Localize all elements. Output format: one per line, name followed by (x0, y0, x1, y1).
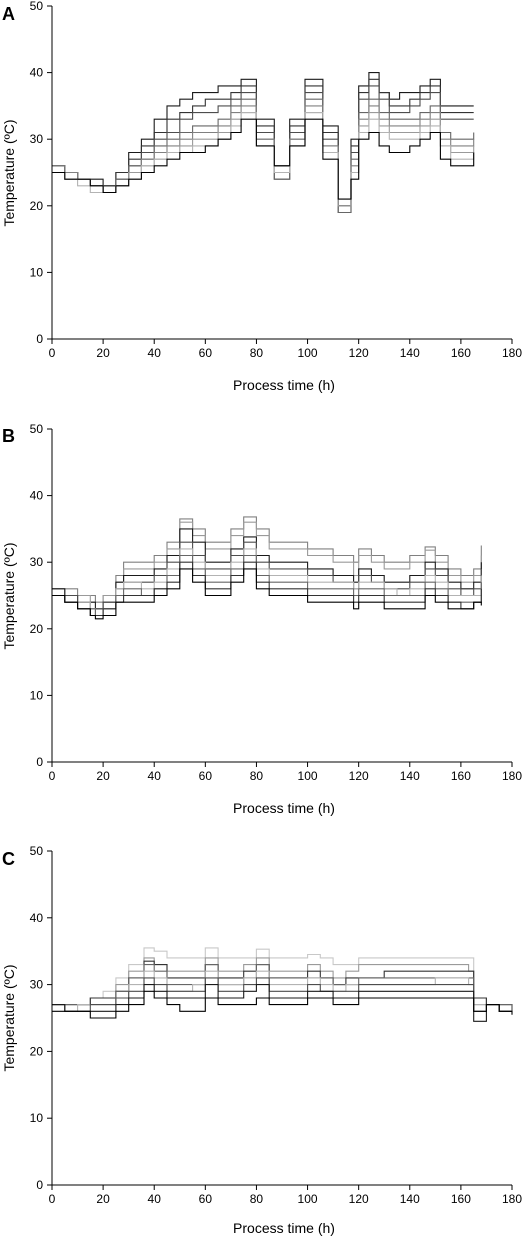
series-line-2 (52, 78, 474, 207)
series-line-3 (52, 960, 513, 1012)
x-tick-label: 100 (298, 769, 318, 783)
panel-letter: C (2, 849, 15, 869)
x-tick-label: 60 (199, 1192, 213, 1206)
series-line-7 (52, 561, 482, 617)
y-tick-label: 30 (30, 132, 44, 146)
x-tick-label: 40 (148, 769, 162, 783)
x-tick-label: 100 (298, 346, 318, 360)
x-tick-label: 120 (349, 769, 369, 783)
x-tick-label: 60 (199, 769, 213, 783)
x-tick-label: 120 (349, 1192, 369, 1206)
x-tick-label: 0 (49, 769, 56, 783)
x-axis-title: Process time (h) (233, 1220, 335, 1236)
series-line-8 (52, 990, 513, 1019)
y-axis-title: Temperature (ºC) (1, 542, 17, 649)
y-tick-label: 0 (36, 332, 43, 346)
y-tick-label: 30 (30, 978, 44, 992)
y-tick-label: 10 (30, 1111, 44, 1125)
x-tick-label: 0 (49, 1192, 56, 1206)
y-tick-label: 20 (30, 1044, 44, 1058)
x-tick-label: 80 (250, 346, 264, 360)
y-tick-label: 50 (30, 844, 44, 858)
series-line-6 (52, 112, 475, 207)
y-tick-label: 10 (30, 265, 44, 279)
x-tick-label: 140 (400, 1192, 420, 1206)
series-line-6 (52, 977, 512, 1012)
chart-panel-b: B Temperature (ºC) Process time (h) 0 20 4… (1, 422, 522, 816)
series-line-2 (52, 957, 513, 1012)
x-tick-label: 100 (298, 1192, 318, 1206)
x-tick-label: 160 (451, 769, 471, 783)
y-tick-label: 10 (30, 688, 44, 702)
x-tick-label: 0 (49, 346, 56, 360)
x-tick-label: 60 (199, 346, 213, 360)
x-tick-label: 160 (451, 1192, 471, 1206)
panel-letter: B (2, 426, 15, 446)
x-tick-label: 20 (96, 346, 110, 360)
series-line-5 (52, 105, 475, 207)
series-line-7 (52, 984, 512, 1022)
y-tick-label: 0 (36, 1178, 43, 1192)
x-tick-label: 40 (148, 1192, 162, 1206)
y-tick-label: 40 (30, 66, 44, 80)
x-axis-title: Process time (h) (233, 800, 335, 816)
x-tick-label: 180 (502, 346, 522, 360)
y-tick-label: 50 (30, 0, 44, 13)
series-line-1 (52, 947, 513, 1012)
chart-panel-c: C Temperature (ºC) Process time (h) 0 20 4… (1, 844, 522, 1236)
x-tick-label: 80 (250, 1192, 264, 1206)
y-axis-title: Temperature (ºC) (1, 119, 17, 226)
x-tick-label: 140 (400, 346, 420, 360)
y-tick-label: 50 (30, 422, 44, 436)
y-tick-label: 30 (30, 555, 44, 569)
series-line-3 (52, 85, 474, 214)
y-tick-label: 40 (30, 489, 44, 503)
panel-letter: A (2, 4, 15, 24)
x-tick-label: 120 (349, 346, 369, 360)
y-tick-label: 0 (36, 755, 43, 769)
y-tick-label: 20 (30, 199, 44, 213)
x-tick-label: 180 (502, 1192, 522, 1206)
x-tick-label: 20 (96, 769, 110, 783)
y-tick-label: 40 (30, 911, 44, 925)
series-line-4 (52, 98, 475, 214)
series-line-8 (52, 118, 475, 200)
x-tick-label: 20 (96, 1192, 110, 1206)
x-tick-label: 40 (148, 346, 162, 360)
x-tick-label: 140 (400, 769, 420, 783)
x-tick-label: 160 (451, 346, 471, 360)
chart-panel-a: A Temperature (ºC) Process time (h) 0 20 4… (1, 0, 522, 393)
y-tick-label: 20 (30, 622, 44, 636)
series-line-8 (52, 568, 482, 620)
x-axis-title: Process time (h) (233, 377, 335, 393)
x-tick-label: 80 (250, 769, 264, 783)
y-axis-title: Temperature (ºC) (1, 964, 17, 1071)
x-tick-label: 180 (502, 769, 522, 783)
